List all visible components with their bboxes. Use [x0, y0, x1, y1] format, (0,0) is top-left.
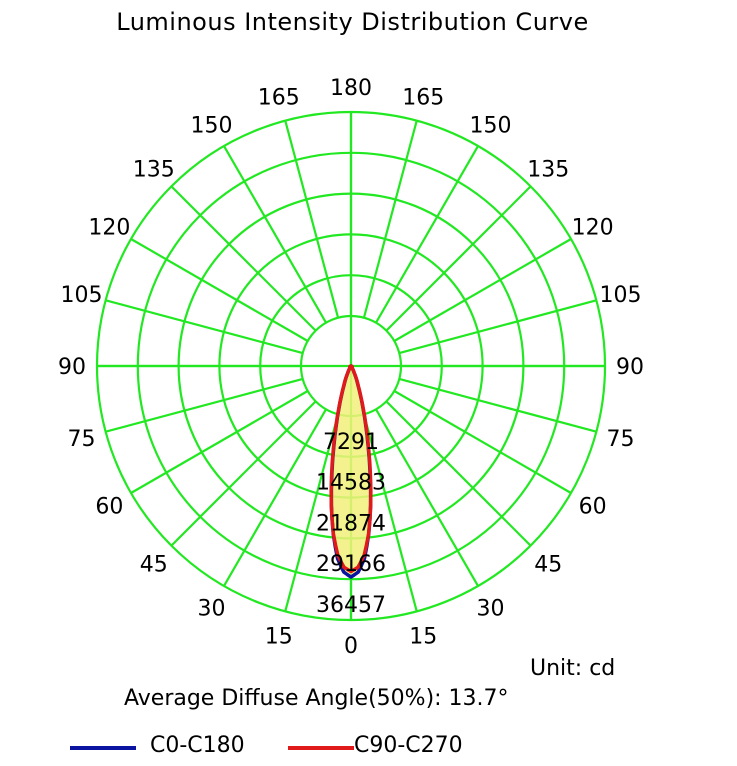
grid-spoke	[170, 400, 317, 547]
grid-spoke	[393, 390, 572, 494]
angle-label-left: 105	[61, 283, 103, 308]
grid-spoke	[170, 185, 317, 332]
series-fill-c0-c180	[331, 366, 371, 578]
grid-spoke	[399, 299, 597, 355]
chart-title: Luminous Intensity Distribution Curve	[116, 8, 589, 36]
grid-spoke	[105, 377, 303, 433]
angle-label-left: 15	[265, 624, 293, 649]
ring-label: 36457	[316, 593, 386, 618]
angle-label-right: 90	[616, 355, 644, 380]
ring-label: 14583	[316, 471, 386, 496]
diffuse-angle-label: Average Diffuse Angle(50%): 13.7°	[124, 686, 509, 711]
grid-spoke	[130, 238, 309, 342]
grid-spoke	[362, 414, 418, 612]
grid-spoke	[385, 185, 532, 332]
angle-label-right: 30	[477, 597, 505, 622]
grid-spoke	[284, 414, 340, 612]
grid-spoke	[375, 145, 479, 324]
angle-label-left: 60	[95, 495, 123, 520]
angle-label-right: 120	[572, 216, 614, 241]
grid-spoke	[105, 299, 303, 355]
polar-labels: 7291145832187429166364571801651501351201…	[58, 76, 644, 659]
grid-spoke	[284, 120, 340, 318]
grid-spoke	[362, 120, 418, 318]
angle-label-right: 45	[534, 552, 562, 577]
grid-spoke	[223, 408, 327, 587]
angle-label-left: 75	[68, 427, 96, 452]
angle-label-right: 150	[470, 113, 512, 138]
series-line-c90-c270	[329, 364, 373, 574]
grid-spoke	[130, 390, 309, 494]
legend-label-c90-c270: C90-C270	[354, 733, 463, 758]
legend-label-c0-c180: C0-C180	[150, 733, 245, 758]
angle-label-right: 105	[599, 283, 641, 308]
angle-label-right: 15	[409, 624, 437, 649]
angle-label-left: 150	[191, 113, 233, 138]
angle-label-left: 45	[140, 552, 168, 577]
angle-label-left: 0	[344, 634, 358, 659]
legend-line-c0-c180	[70, 746, 136, 750]
unit-label: Unit: cd	[530, 656, 616, 681]
angle-label-right: 165	[402, 86, 444, 111]
legend-item-c90-c270: C90-C270	[288, 733, 498, 761]
ring-label: 7291	[323, 430, 379, 455]
grid-spoke	[223, 145, 327, 324]
angle-label-left: 90	[58, 355, 86, 380]
grid-spoke	[385, 400, 532, 547]
grid-spoke	[375, 408, 479, 587]
angle-label-left: 30	[198, 597, 226, 622]
polar-series	[329, 364, 373, 579]
ring-label: 21874	[316, 511, 386, 536]
grid-spoke	[399, 377, 597, 433]
angle-label-left: 180	[330, 76, 372, 101]
ring-label: 29166	[316, 552, 386, 577]
angle-label-left: 165	[258, 86, 300, 111]
angle-label-right: 60	[579, 495, 607, 520]
angle-label-right: 75	[606, 427, 634, 452]
legend-item-c0-c180: C0-C180	[70, 733, 270, 761]
angle-label-left: 135	[133, 158, 175, 183]
angle-label-left: 120	[88, 216, 130, 241]
legend-line-c90-c270	[288, 746, 354, 750]
grid-spoke	[393, 238, 572, 342]
angle-label-right: 135	[527, 158, 569, 183]
